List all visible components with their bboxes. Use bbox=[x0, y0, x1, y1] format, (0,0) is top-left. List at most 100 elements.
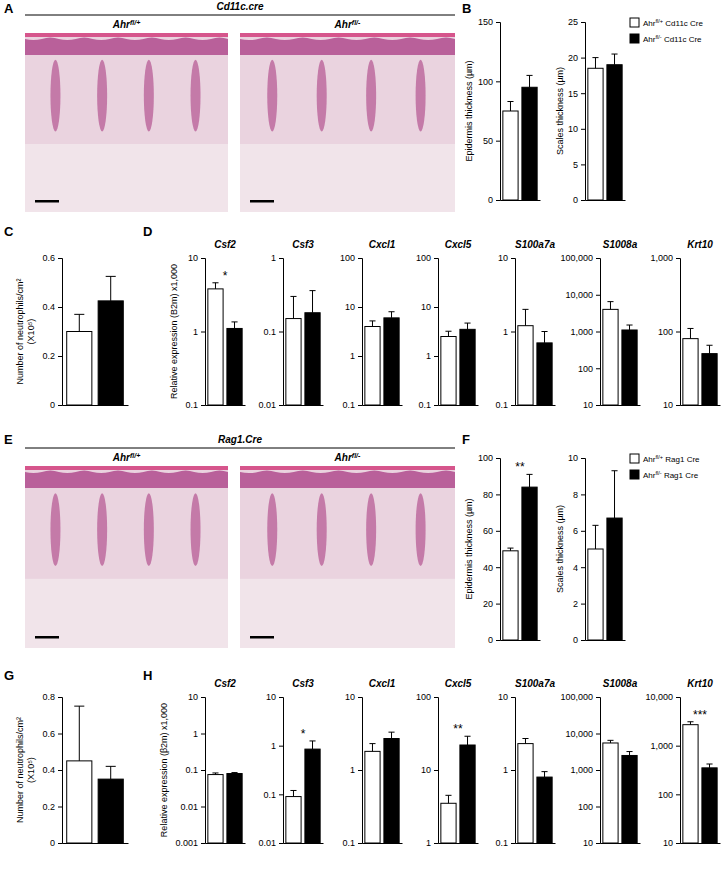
legend: Ahrfl/+ Cd11c CreAhrfl/- Cd11c Cre bbox=[630, 18, 703, 44]
bar bbox=[460, 745, 475, 843]
tick: 0.6 bbox=[42, 729, 62, 739]
text-part: Rag1 Cre bbox=[662, 471, 699, 480]
tick-label: 0 bbox=[573, 195, 578, 205]
error-bar bbox=[529, 474, 530, 487]
tick-label: 100 bbox=[658, 327, 673, 337]
error-bar bbox=[544, 772, 545, 777]
bar bbox=[98, 779, 123, 843]
tick-label: 10 bbox=[345, 692, 355, 702]
chart: 0.1110Cxcl1 bbox=[342, 678, 402, 848]
text-part: Ahr bbox=[334, 19, 353, 30]
panel-letter: D bbox=[143, 224, 152, 239]
error-bar bbox=[595, 58, 596, 69]
chart: 0.010.11Csf3 bbox=[258, 239, 323, 410]
tick-mark bbox=[201, 332, 205, 333]
tick: 100 bbox=[658, 327, 680, 337]
tick-mark bbox=[201, 697, 205, 698]
chart: 00.20.40.6Number of neutrophils/cm²(X10⁵… bbox=[15, 253, 128, 410]
axis-line bbox=[581, 23, 586, 201]
axis-line bbox=[581, 459, 586, 641]
tick: 10 bbox=[188, 692, 205, 702]
bar bbox=[503, 111, 518, 200]
chart-title: Cxcl5 bbox=[445, 678, 472, 689]
tick-label: 1 bbox=[503, 765, 508, 775]
tick-label: 1,000 bbox=[650, 253, 673, 263]
tick-mark bbox=[581, 458, 585, 459]
plot-area bbox=[286, 291, 320, 405]
axis-line bbox=[363, 405, 403, 406]
chart: 0.1110Csf2Relative expression (B2m) x1,0… bbox=[169, 239, 245, 410]
chart: 0.010.1110Csf3* bbox=[258, 678, 323, 848]
chart: 101001,000Krt10 bbox=[650, 239, 720, 410]
histology-image bbox=[25, 466, 228, 648]
chart-title: Cxcl1 bbox=[369, 678, 396, 689]
legend-swatch bbox=[630, 18, 639, 27]
chart: 00.20.40.60.8Number of neutrophils/cm²(X… bbox=[15, 692, 128, 848]
tick-mark bbox=[581, 531, 585, 532]
y-axis: 0.1110 bbox=[495, 692, 515, 848]
bar bbox=[702, 354, 717, 405]
tick-mark bbox=[596, 405, 600, 406]
image-follicle bbox=[267, 493, 277, 566]
tick: 0.001 bbox=[175, 838, 205, 848]
tick-label: 0.1 bbox=[342, 838, 355, 848]
image-scale-layer bbox=[240, 33, 455, 37]
tick-mark bbox=[596, 734, 600, 735]
tick-mark bbox=[676, 258, 680, 259]
tick-label: 0.1 bbox=[418, 400, 431, 410]
text-part: Ahr bbox=[643, 471, 656, 480]
image-follicle bbox=[416, 493, 426, 566]
tick-mark bbox=[58, 307, 62, 308]
bar bbox=[503, 551, 518, 640]
text-part: Cd11c Cre bbox=[663, 19, 703, 28]
significance: * bbox=[301, 727, 306, 741]
tick-label: 20 bbox=[483, 599, 493, 609]
axis-line bbox=[439, 405, 479, 406]
axis-line bbox=[601, 843, 641, 844]
tick: 10 bbox=[568, 453, 585, 463]
tick: 1,000 bbox=[570, 765, 600, 775]
y-axis-title: Relative expression (β2m) x1,000 bbox=[159, 703, 169, 837]
axis-line bbox=[58, 259, 63, 406]
tick-label: 1 bbox=[426, 351, 431, 361]
y-axis: 101001,00010,000 bbox=[645, 692, 680, 848]
tick: 1,000 bbox=[570, 327, 600, 337]
tick: 100 bbox=[416, 253, 438, 263]
tick-label: 5 bbox=[573, 160, 578, 170]
tick-mark bbox=[201, 770, 205, 771]
tick-mark bbox=[358, 770, 362, 771]
axis-line bbox=[58, 698, 63, 844]
legend-swatch bbox=[630, 470, 639, 479]
y-axis: 0.1110 bbox=[495, 253, 515, 410]
tick: 20 bbox=[483, 599, 500, 609]
bar bbox=[441, 803, 456, 843]
tick-mark bbox=[581, 494, 585, 495]
error-cap bbox=[541, 771, 547, 772]
tick: 150 bbox=[478, 17, 500, 27]
image-background bbox=[25, 466, 228, 648]
chart-title: Csf3 bbox=[292, 239, 314, 250]
bar bbox=[603, 743, 618, 843]
bar bbox=[588, 68, 603, 200]
tick: 0 bbox=[50, 838, 62, 848]
tick: 0.01 bbox=[180, 802, 205, 812]
tick: 100 bbox=[478, 77, 500, 87]
error-cap bbox=[106, 276, 116, 277]
axis-line bbox=[284, 405, 324, 406]
error-bar bbox=[529, 75, 530, 87]
error-bar bbox=[79, 314, 80, 331]
bar bbox=[305, 749, 320, 843]
tick: 1 bbox=[193, 729, 205, 739]
tick-label: 100 bbox=[478, 453, 493, 463]
y-axis: 0.0010.010.1110 bbox=[175, 692, 205, 848]
error-cap bbox=[611, 470, 617, 471]
chart: 0246810Scales thickness (µm) bbox=[555, 453, 626, 645]
error-bar bbox=[544, 332, 545, 343]
tick-mark bbox=[511, 405, 515, 406]
bar bbox=[208, 289, 223, 405]
tick-label: 10 bbox=[345, 302, 355, 312]
image-epidermis bbox=[240, 471, 455, 489]
text-part: Ahr bbox=[334, 452, 353, 463]
tick-mark bbox=[676, 697, 680, 698]
tick-label: 10,000 bbox=[645, 692, 673, 702]
